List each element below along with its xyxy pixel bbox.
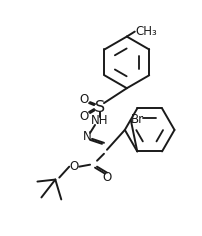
Text: Br: Br [131, 114, 144, 126]
Text: O: O [102, 171, 112, 184]
Text: NH: NH [91, 114, 109, 127]
Text: S: S [95, 100, 105, 114]
Text: N: N [83, 130, 92, 143]
Text: O: O [80, 93, 89, 106]
Text: O: O [80, 110, 89, 122]
Text: O: O [69, 160, 79, 173]
Text: CH₃: CH₃ [136, 25, 158, 38]
